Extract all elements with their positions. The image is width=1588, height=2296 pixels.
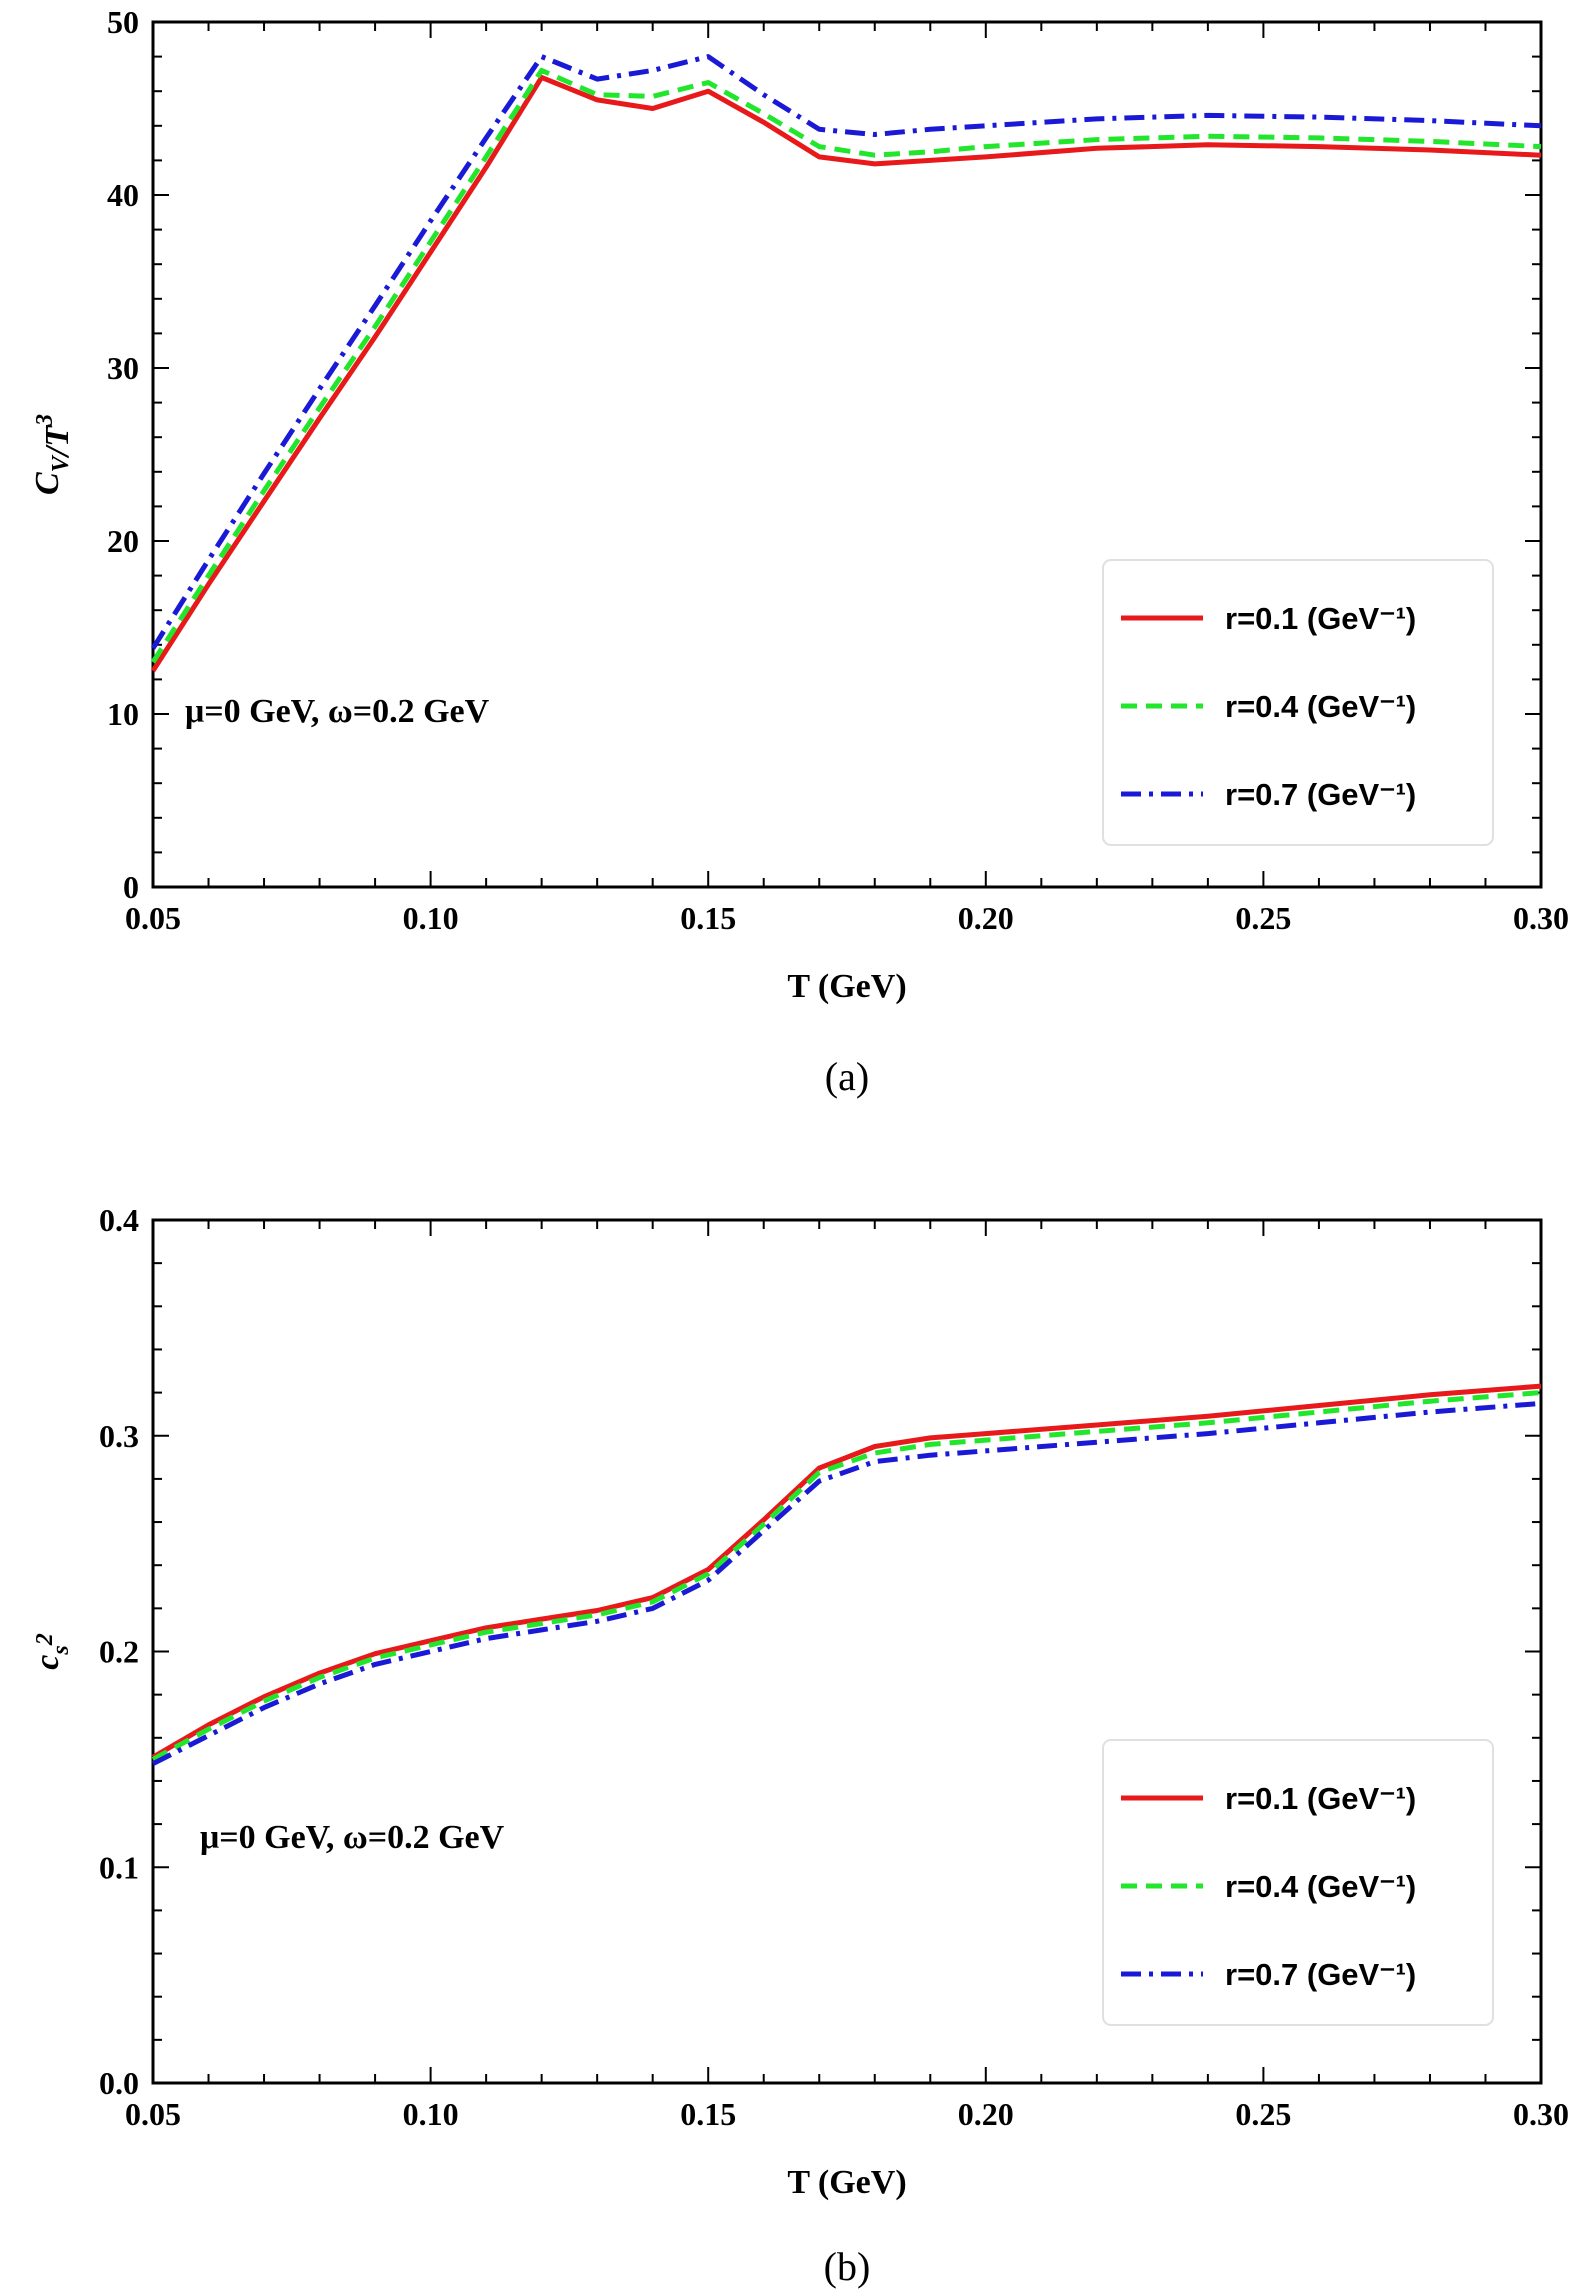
legend-label-0: r=0.1 (GeV⁻¹) — [1225, 601, 1416, 636]
chart-panel-1: 0.05 0.10 0.15 0.20 0.25 0.30 0.0 0.1 0.2 0.3 0.4 T… — [29, 1202, 1569, 2289]
y-tick-label: 0 — [123, 869, 139, 905]
legend-label-1: r=0.4 (GeV⁻¹) — [1225, 1869, 1416, 1904]
y-tick-label: 10 — [107, 696, 139, 732]
y-tick-label: 40 — [107, 177, 139, 213]
series-line-1 — [151, 1390, 1542, 1762]
x-axis-title: T (GeV) — [787, 2164, 906, 2201]
plot-frame — [151, 20, 1543, 889]
panel-label: (b) — [824, 2244, 871, 2289]
chart-panel-0: 0.05 0.10 0.15 0.20 0.25 0.30 0 10 20 30 40 50 T (Ge… — [29, 4, 1569, 1099]
legend-box — [1102, 1739, 1494, 2026]
series-line-0 — [150, 74, 1542, 673]
x-tick-label: 0.20 — [958, 2096, 1014, 2132]
y-tick-label: 0.3 — [99, 1418, 139, 1454]
y-tick-label: 0.1 — [99, 1849, 139, 1885]
condition-annotation: μ=0 GeV, ω=0.2 GeV — [185, 693, 490, 730]
x-tick-label: 0.05 — [125, 2096, 181, 2132]
x-tick-label: 0.10 — [403, 900, 459, 936]
condition-annotation: μ=0 GeV, ω=0.2 GeV — [200, 1819, 505, 1856]
panel-label: (a) — [825, 1054, 869, 1099]
y-axis-title: CV/T3 — [29, 414, 76, 495]
legend-label-0: r=0.1 (GeV⁻¹) — [1225, 1781, 1416, 1816]
y-tick-label: 20 — [107, 523, 139, 559]
series-line-2 — [151, 1400, 1542, 1766]
y-tick-label: 0.0 — [99, 2065, 139, 2101]
y-tick-label: 0.4 — [99, 1202, 139, 1238]
series-line-2 — [150, 54, 1542, 650]
x-axis-title: T (GeV) — [787, 968, 906, 1005]
legend-label-2: r=0.7 (GeV⁻¹) — [1225, 1957, 1416, 1992]
x-tick-label: 0.30 — [1513, 2096, 1569, 2132]
x-tick-label: 0.10 — [403, 2096, 459, 2132]
legend: r=0.1 (GeV⁻¹) r=0.4 (GeV⁻¹) r=0.7 (GeV⁻¹) — [1102, 1739, 1494, 2026]
x-tick-label: 0.25 — [1235, 2096, 1291, 2132]
x-tick-label: 0.05 — [125, 900, 181, 936]
y-tick-label: 50 — [107, 4, 139, 40]
x-tick-label: 0.15 — [680, 2096, 736, 2132]
legend-label-2: r=0.7 (GeV⁻¹) — [1225, 777, 1416, 812]
series-line-1 — [150, 67, 1542, 664]
y-tick-label: 30 — [107, 350, 139, 386]
x-tick-label: 0.25 — [1235, 900, 1291, 936]
legend-box — [1102, 559, 1494, 846]
legend-label-1: r=0.4 (GeV⁻¹) — [1225, 689, 1416, 724]
x-tick-label: 0.15 — [680, 900, 736, 936]
y-axis-title: cs2 — [29, 1633, 74, 1669]
x-tick-label: 0.30 — [1513, 900, 1569, 936]
x-tick-label: 0.20 — [958, 900, 1014, 936]
series-line-0 — [151, 1383, 1542, 1760]
y-tick-label: 0.2 — [99, 1634, 139, 1670]
legend: r=0.1 (GeV⁻¹) r=0.4 (GeV⁻¹) r=0.7 (GeV⁻¹) — [1102, 559, 1494, 846]
